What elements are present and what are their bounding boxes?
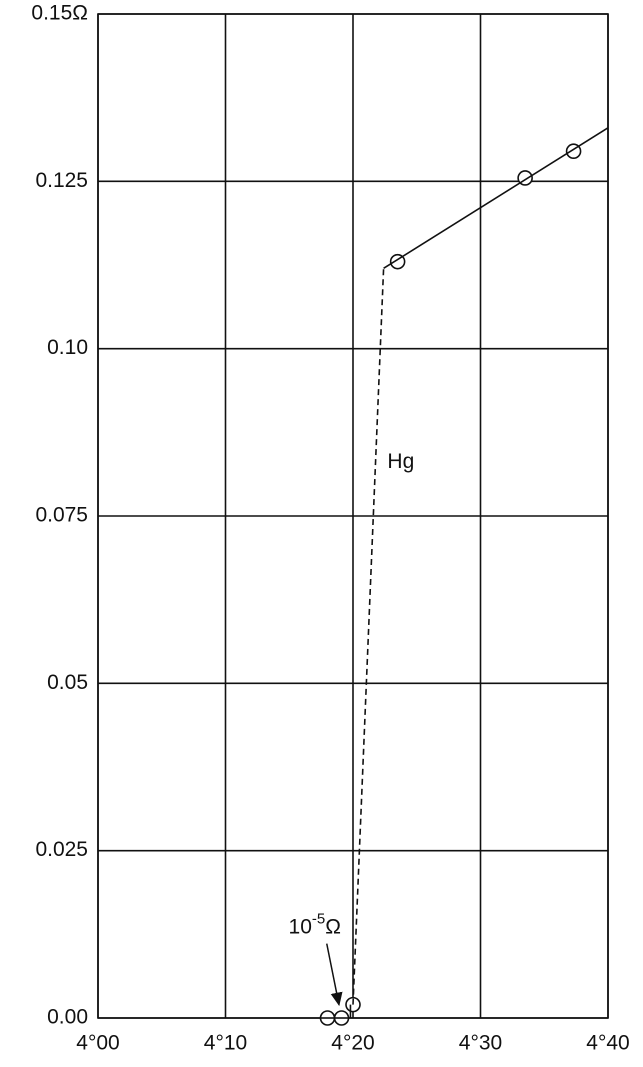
annotation-sup: -5 <box>312 911 325 928</box>
annotation-arrow <box>326 943 343 1007</box>
y-tick-label: 0.05 <box>47 671 88 694</box>
y-tick-label: 0.125 <box>35 169 88 192</box>
annotation: Hg <box>387 450 414 473</box>
annotation-base: 10 <box>289 915 312 938</box>
y-tick-label: 0.025 <box>35 838 88 861</box>
y-tick-label: 0.00 <box>47 1006 88 1029</box>
x-tick-label: 4°30 <box>459 1032 502 1055</box>
x-tick-label: 4°00 <box>76 1032 119 1055</box>
line <box>352 268 385 1005</box>
annotation: 10-5Ω <box>289 911 341 939</box>
x-tick-label: 4°20 <box>331 1032 374 1055</box>
line <box>383 127 609 270</box>
x-tick-label: 4°10 <box>204 1032 247 1055</box>
x-tick-label: 4°40 <box>586 1032 629 1055</box>
y-tick-label: 0.10 <box>47 336 88 359</box>
y-tick-label: 0.075 <box>35 504 88 527</box>
annotation-unit: Ω <box>325 915 341 938</box>
plot-frame <box>97 13 609 1019</box>
y-tick-label: 0.15Ω <box>31 2 88 25</box>
